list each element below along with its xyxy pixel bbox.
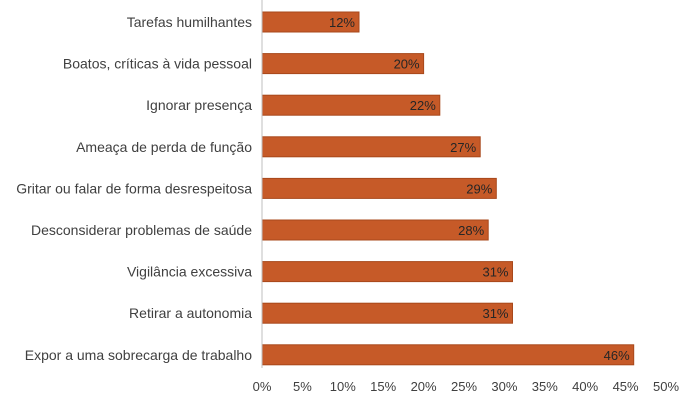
x-tick-label-0: 0% bbox=[253, 379, 272, 394]
x-tick-label-25: 25% bbox=[451, 379, 477, 394]
bar-6 bbox=[261, 219, 489, 241]
category-label-3: Ignorar presença bbox=[146, 97, 252, 113]
data-label-1: 12% bbox=[329, 15, 355, 30]
data-label-6: 28% bbox=[458, 223, 484, 238]
category-label-6: Desconsiderar problemas de saúde bbox=[31, 222, 252, 238]
data-label-5: 29% bbox=[466, 181, 492, 196]
bars-layer bbox=[261, 11, 635, 366]
bar-4 bbox=[261, 136, 481, 158]
data-label-8: 31% bbox=[482, 306, 508, 321]
bar-7 bbox=[261, 261, 513, 283]
x-tick-label-35: 35% bbox=[532, 379, 558, 394]
labels-layer: Tarefas humilhantes 12% Boatos, críticas à… bbox=[16, 14, 630, 363]
x-tick-label-5: 5% bbox=[293, 379, 312, 394]
category-label-8: Retirar a autonomia bbox=[129, 305, 252, 321]
axis-layer: 0% 5% 10% 15% 20% 25% 30% 35% 40% 45% 50% bbox=[253, 0, 679, 394]
category-label-4: Ameaça de perda de função bbox=[76, 139, 252, 155]
x-tick-label-20: 20% bbox=[411, 379, 437, 394]
bar-8 bbox=[261, 302, 513, 324]
x-tick-label-10: 10% bbox=[330, 379, 356, 394]
category-label-1: Tarefas humilhantes bbox=[127, 14, 252, 30]
category-label-2: Boatos, críticas à vida pessoal bbox=[63, 56, 252, 72]
data-label-9: 46% bbox=[604, 348, 630, 363]
x-tick-label-50: 50% bbox=[653, 379, 679, 394]
x-tick-label-40: 40% bbox=[572, 379, 598, 394]
bar-9 bbox=[261, 344, 635, 366]
data-label-2: 20% bbox=[394, 57, 420, 72]
data-label-3: 22% bbox=[410, 98, 436, 113]
category-label-7: Vigilância excessiva bbox=[127, 264, 252, 280]
category-label-5: Gritar ou falar de forma desrespeitosa bbox=[16, 180, 252, 196]
category-label-9: Expor a uma sobrecarga de trabalho bbox=[25, 347, 252, 363]
x-tick-label-45: 45% bbox=[613, 379, 639, 394]
x-tick-label-15: 15% bbox=[370, 379, 396, 394]
data-label-7: 31% bbox=[482, 265, 508, 280]
bar-5 bbox=[261, 177, 497, 199]
data-label-4: 27% bbox=[450, 140, 476, 155]
x-tick-label-30: 30% bbox=[491, 379, 517, 394]
